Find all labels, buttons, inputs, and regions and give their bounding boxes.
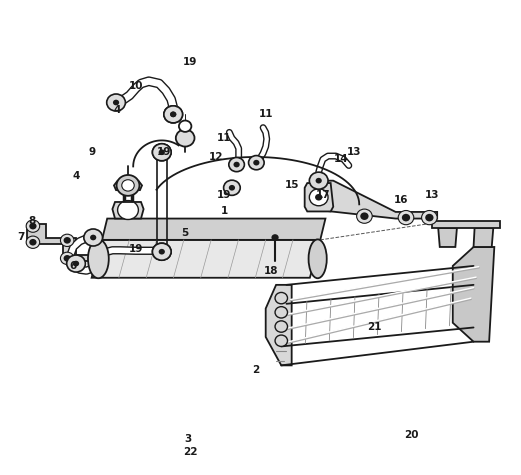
Circle shape xyxy=(159,150,165,155)
Circle shape xyxy=(67,255,85,272)
Circle shape xyxy=(164,106,182,123)
Text: 1: 1 xyxy=(220,207,228,217)
Circle shape xyxy=(309,189,328,206)
Polygon shape xyxy=(114,180,142,190)
Text: 20: 20 xyxy=(404,430,418,440)
Circle shape xyxy=(113,100,119,105)
Text: 2: 2 xyxy=(252,365,259,375)
Polygon shape xyxy=(102,218,326,240)
Text: 4: 4 xyxy=(72,171,80,181)
Circle shape xyxy=(60,252,74,265)
Text: 11: 11 xyxy=(217,133,231,143)
Text: 3: 3 xyxy=(184,434,191,444)
Circle shape xyxy=(73,261,79,266)
Text: 22: 22 xyxy=(183,446,197,456)
Circle shape xyxy=(425,214,433,221)
Circle shape xyxy=(179,121,191,132)
Circle shape xyxy=(315,194,322,200)
Text: 10: 10 xyxy=(129,81,143,91)
Polygon shape xyxy=(310,180,437,218)
Circle shape xyxy=(170,112,176,117)
Ellipse shape xyxy=(308,239,327,278)
Circle shape xyxy=(117,175,140,196)
Circle shape xyxy=(357,209,372,223)
Circle shape xyxy=(118,200,139,219)
Polygon shape xyxy=(266,285,292,365)
Circle shape xyxy=(176,130,194,147)
Text: 19: 19 xyxy=(157,147,171,157)
Circle shape xyxy=(233,162,240,167)
Circle shape xyxy=(398,210,414,225)
Circle shape xyxy=(170,112,176,117)
Text: 15: 15 xyxy=(284,180,299,190)
Polygon shape xyxy=(474,228,493,247)
Circle shape xyxy=(421,210,437,225)
Text: 13: 13 xyxy=(347,147,361,157)
Text: 9: 9 xyxy=(88,147,95,157)
Circle shape xyxy=(360,212,368,220)
Text: 5: 5 xyxy=(181,228,189,238)
Circle shape xyxy=(253,160,259,165)
Circle shape xyxy=(64,237,71,244)
Polygon shape xyxy=(92,240,320,278)
Circle shape xyxy=(29,223,36,229)
Circle shape xyxy=(402,214,410,221)
Circle shape xyxy=(29,239,36,246)
Circle shape xyxy=(271,234,279,241)
Circle shape xyxy=(249,156,264,170)
Text: 7: 7 xyxy=(17,232,24,243)
Ellipse shape xyxy=(88,239,109,278)
Circle shape xyxy=(159,150,165,155)
Text: 13: 13 xyxy=(425,190,439,200)
Circle shape xyxy=(229,157,244,171)
Text: 16: 16 xyxy=(393,195,408,205)
Text: 8: 8 xyxy=(28,216,35,226)
Polygon shape xyxy=(438,228,457,247)
Circle shape xyxy=(90,235,96,240)
Polygon shape xyxy=(453,247,494,342)
Text: 18: 18 xyxy=(264,266,278,276)
Circle shape xyxy=(153,144,171,161)
Text: 19: 19 xyxy=(217,190,231,200)
Circle shape xyxy=(64,255,71,262)
Text: 14: 14 xyxy=(334,154,349,164)
Text: 19: 19 xyxy=(129,244,143,254)
Circle shape xyxy=(275,307,288,318)
Text: 21: 21 xyxy=(367,323,382,332)
Polygon shape xyxy=(113,202,144,218)
Circle shape xyxy=(229,185,235,190)
Circle shape xyxy=(60,234,74,247)
Circle shape xyxy=(224,180,240,195)
Text: 6: 6 xyxy=(70,261,77,271)
Polygon shape xyxy=(27,224,63,244)
Polygon shape xyxy=(305,183,333,211)
Text: 4: 4 xyxy=(114,104,121,114)
Circle shape xyxy=(107,94,126,111)
Circle shape xyxy=(309,172,328,189)
Text: 19: 19 xyxy=(183,57,197,67)
Polygon shape xyxy=(432,221,500,228)
Circle shape xyxy=(159,249,165,255)
Circle shape xyxy=(275,335,288,346)
Circle shape xyxy=(316,178,322,183)
Polygon shape xyxy=(63,238,97,261)
Circle shape xyxy=(26,220,40,232)
Circle shape xyxy=(275,293,288,304)
Circle shape xyxy=(159,249,165,255)
Circle shape xyxy=(275,321,288,332)
Text: 17: 17 xyxy=(316,190,330,200)
Circle shape xyxy=(153,243,171,260)
Circle shape xyxy=(153,144,171,161)
Circle shape xyxy=(153,243,171,260)
Text: 11: 11 xyxy=(258,109,273,119)
Text: 12: 12 xyxy=(209,152,224,162)
Circle shape xyxy=(84,229,103,246)
Circle shape xyxy=(164,106,182,123)
Circle shape xyxy=(26,236,40,248)
Circle shape xyxy=(122,180,134,191)
